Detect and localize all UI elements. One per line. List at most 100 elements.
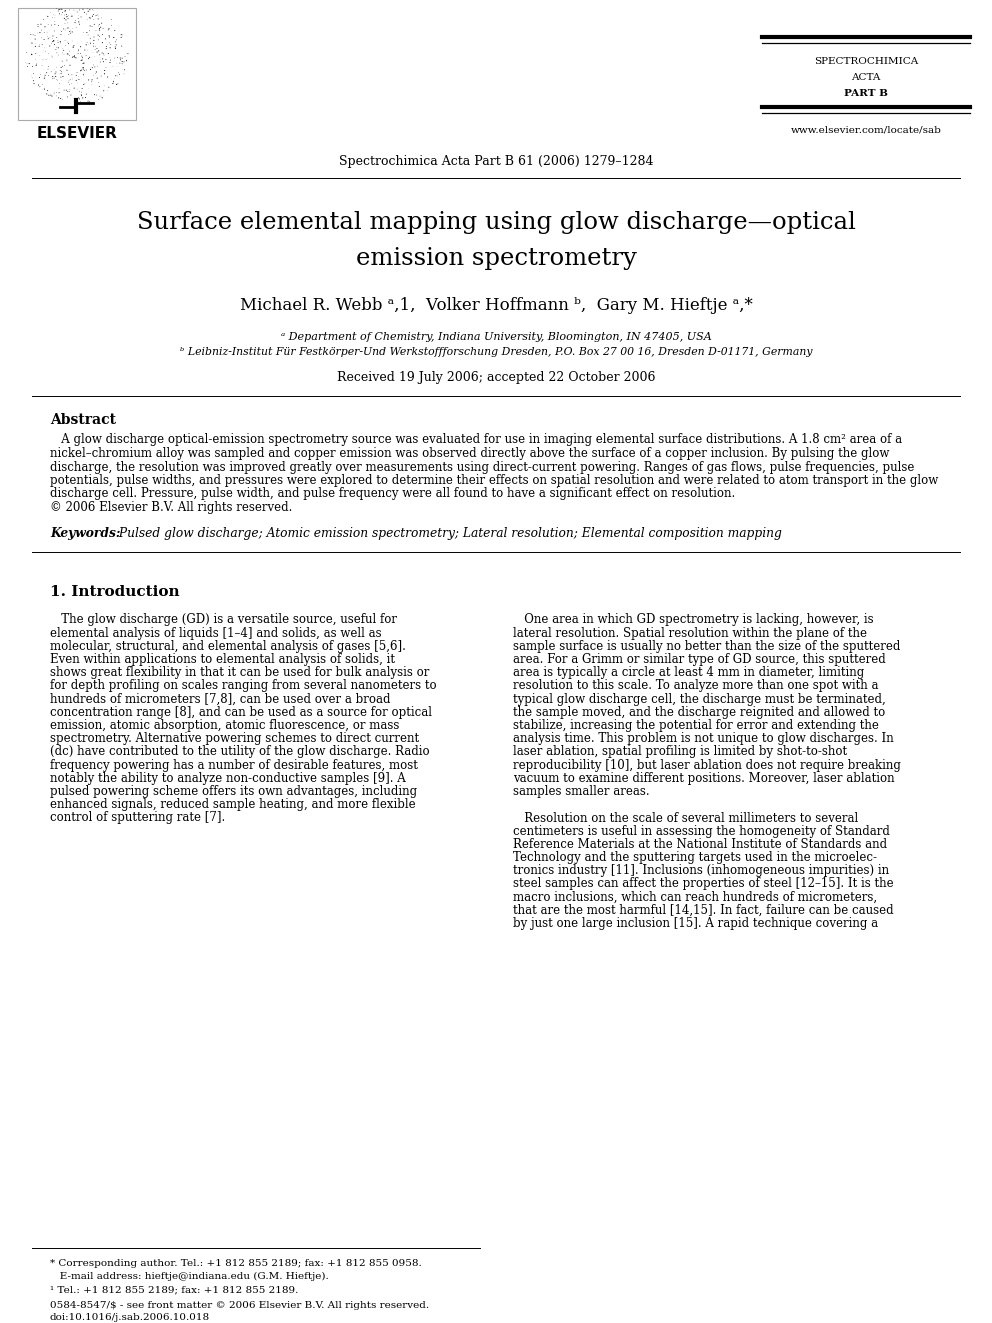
Point: [86, 30, 102, 52]
Point: [47, 67, 62, 89]
Text: hundreds of micrometers [7,8], can be used over a broad: hundreds of micrometers [7,8], can be us…: [50, 693, 391, 705]
Point: [62, 22, 78, 44]
Point: [101, 26, 117, 48]
Point: [114, 36, 130, 57]
Point: [58, 20, 73, 41]
Point: [20, 56, 36, 77]
Point: [67, 93, 83, 114]
Point: [62, 41, 77, 62]
Point: [79, 32, 95, 53]
Point: [112, 49, 128, 70]
Point: [64, 46, 80, 67]
Point: [62, 74, 77, 95]
Point: [109, 29, 125, 50]
Point: [107, 32, 123, 53]
Point: [62, 0, 77, 21]
Point: [65, 37, 81, 58]
Point: [92, 44, 108, 65]
Text: notably the ability to analyze non-conductive samples [9]. A: notably the ability to analyze non-condu…: [50, 771, 406, 785]
Text: (dc) have contributed to the utility of the glow discharge. Radio: (dc) have contributed to the utility of …: [50, 745, 430, 758]
Point: [85, 4, 101, 25]
Point: [69, 33, 85, 54]
Text: the sample moved, and the discharge reignited and allowed to: the sample moved, and the discharge reig…: [513, 706, 885, 718]
Point: [70, 4, 86, 25]
Point: [28, 44, 44, 65]
Point: [51, 45, 66, 66]
Point: [36, 40, 52, 61]
Point: [60, 86, 75, 107]
Point: [86, 85, 102, 106]
Point: [49, 69, 64, 90]
Point: [96, 64, 112, 85]
Point: [106, 73, 122, 94]
Text: ELSEVIER: ELSEVIER: [37, 126, 117, 140]
Point: [75, 57, 91, 78]
Point: [45, 69, 61, 90]
Point: [46, 83, 62, 105]
Point: [60, 44, 75, 65]
Point: [88, 20, 104, 41]
Point: [52, 73, 67, 94]
Point: [93, 17, 109, 38]
Point: [44, 61, 60, 82]
Point: [63, 5, 79, 26]
Point: [62, 69, 78, 90]
Point: [45, 28, 61, 49]
Point: [53, 32, 68, 53]
Point: [47, 11, 62, 32]
Point: [44, 86, 60, 107]
Text: control of sputtering rate [7].: control of sputtering rate [7].: [50, 811, 225, 824]
Point: [54, 70, 69, 91]
Point: [41, 20, 57, 41]
Point: [28, 54, 44, 75]
Point: [40, 83, 56, 105]
Point: [67, 11, 83, 32]
Point: [68, 48, 84, 69]
Point: [37, 66, 53, 87]
Point: [69, 1, 85, 22]
Point: [70, 12, 86, 33]
Point: [78, 83, 94, 105]
Point: [109, 48, 125, 69]
Point: [110, 73, 126, 94]
Point: [43, 85, 59, 106]
Point: [60, 32, 75, 53]
Point: [59, 7, 74, 28]
Point: [37, 79, 53, 101]
Bar: [18, 8, 136, 120]
Point: [29, 53, 45, 74]
Point: [82, 58, 98, 79]
Point: [62, 20, 78, 41]
Point: [52, 3, 67, 24]
Text: 1. Introduction: 1. Introduction: [50, 585, 180, 599]
Text: The glow discharge (GD) is a versatile source, useful for: The glow discharge (GD) is a versatile s…: [50, 614, 397, 627]
Point: [60, 12, 75, 33]
Text: Even within applications to elemental analysis of solids, it: Even within applications to elemental an…: [50, 654, 395, 665]
Point: [75, 0, 91, 20]
Point: [46, 4, 62, 25]
Point: [98, 36, 114, 57]
Point: [39, 62, 55, 83]
Point: [47, 7, 62, 28]
Point: [54, 21, 69, 42]
Point: [73, 60, 89, 81]
Point: [93, 8, 109, 29]
Point: [80, 69, 96, 90]
Point: [28, 36, 44, 57]
Point: [71, 89, 87, 110]
Point: [60, 60, 75, 81]
Point: [48, 61, 63, 82]
Point: [72, 36, 88, 57]
Point: [108, 65, 124, 86]
Point: [94, 13, 110, 34]
Point: [86, 13, 102, 34]
Point: [89, 41, 105, 62]
Point: [57, 54, 72, 75]
Point: [45, 46, 61, 67]
Point: [39, 8, 55, 29]
Text: macro inclusions, which can reach hundreds of micrometers,: macro inclusions, which can reach hundre…: [513, 890, 877, 904]
Point: [49, 57, 64, 78]
Point: [98, 38, 114, 60]
Point: [64, 19, 80, 40]
Text: © 2006 Elsevier B.V. All rights reserved.: © 2006 Elsevier B.V. All rights reserved…: [50, 501, 293, 515]
